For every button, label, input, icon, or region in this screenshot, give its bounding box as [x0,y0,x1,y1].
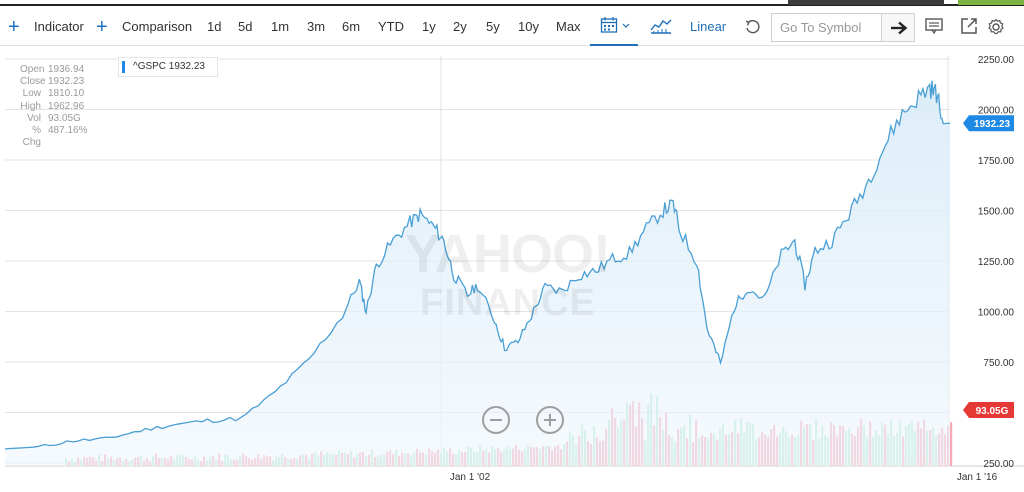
series-color-swatch [122,61,125,73]
external-link-icon [961,18,977,34]
arrow-right-icon [891,21,908,35]
tooltip-row: Low 1810.10 [20,88,87,100]
volume-badge-bg [963,402,1014,418]
tooltip-value: 93.05G [48,112,81,124]
date-range-underline [590,44,638,46]
minus-icon [490,419,502,421]
x-axis-tick-label: Jan 1 '16 [957,472,998,483]
y-axis-tick-label: 750.00 [983,358,1014,369]
y-axis-tick-label: 1750.00 [978,156,1015,167]
x-axis-tick-label: Jan 1 '02 [450,472,491,483]
comment-icon [925,18,943,35]
tooltip-key: High [20,100,41,112]
chart-area[interactable]: 2250.00 2000.00 1750.00 1500.00 1250.00 1000.… [0,46,1024,492]
calendar-icon [600,17,618,33]
price-line [4,80,951,450]
top-dark-button[interactable] [788,0,944,5]
chart-settings-menu-button[interactable] [924,16,946,38]
settings-button[interactable] [986,16,1008,38]
tooltip-key: Low [22,88,41,100]
indicator-button[interactable]: + Indicator [8,8,84,46]
zoom-out-button[interactable] [482,406,510,434]
symbol-search-button[interactable] [881,13,915,42]
series-legend-label: ^GSPC 1932.23 [133,61,205,72]
comparison-label: Comparison [122,19,193,34]
ohlc-tooltip: Open 1936.94 Close 1932.23 Low 1810.10 High 196… [20,64,87,149]
y-axis-tick-label: 2000.00 [978,106,1015,117]
range-5d-button[interactable]: 5d [238,19,253,34]
y-axis-tick-label: 1000.00 [978,308,1015,319]
top-strip [0,0,1024,6]
volume-badge-label: 93.05G [976,406,1009,417]
price-badge-label: 1932.23 [974,119,1011,130]
range-6m-button[interactable]: 6m [342,19,361,34]
tooltip-key: % Chg [22,125,41,149]
indicator-label: Indicator [34,19,84,34]
range-1m-button[interactable]: 1m [271,19,290,34]
tooltip-key: Close [20,76,46,88]
range-5y-button[interactable]: 5y [486,19,500,34]
reset-button[interactable] [742,8,764,46]
gear-icon [988,18,1004,35]
symbol-search-input[interactable]: Go To Symbol [771,13,881,42]
tooltip-key: Open [20,64,45,75]
tooltip-value: 1810.10 [48,88,85,100]
y-axis-tick-label: 1250.00 [978,257,1015,268]
range-ytd-button[interactable]: YTD [378,19,404,34]
chart-toolbar: + Indicator + Comparison 1d 5d 1m 3m 6m … [0,8,1024,46]
mountain-chart-icon [650,19,672,34]
series-legend[interactable]: ^GSPC 1932.23 [118,57,218,77]
y-axis-tick-label: 2250.00 [978,55,1015,66]
tooltip-key: Vol [27,112,41,124]
chart-type-button[interactable] [648,8,674,46]
plus-icon: + [8,16,20,38]
scale-linear-button[interactable]: Linear [690,19,727,34]
price-area-fill [5,80,950,466]
tooltip-row: % Chg 487.16% [20,125,88,149]
range-1y-button[interactable]: 1y [422,19,436,34]
fullscreen-button[interactable] [959,16,981,38]
price-badge-bg [963,115,1014,132]
zoom-in-button[interactable] [536,406,564,434]
tooltip-value: 487.16% [48,125,88,137]
range-3m-button[interactable]: 3m [307,19,326,34]
range-1d-button[interactable]: 1d [207,19,222,34]
y-axis-tick-label: 1500.00 [978,207,1015,218]
top-strip-line [0,4,1024,6]
undo-icon [745,20,760,34]
range-10y-button[interactable]: 10y [518,19,539,34]
tooltip-value: 1936.94 [48,64,85,75]
plus-icon-vertical [549,414,551,426]
volume-bar [950,422,953,466]
watermark-finance: FINANCE [420,282,596,324]
watermark-yahoo: YAHOO! [405,224,611,284]
price-chart[interactable]: 2250.00 2000.00 1750.00 1500.00 1250.00 1000.… [0,46,1024,492]
date-range-button[interactable] [592,8,636,46]
tooltip-row: Open 1936.94 [20,64,87,76]
range-max-button[interactable]: Max [556,19,581,34]
tooltip-value: 1932.23 [48,76,85,88]
tooltip-row: Close 1932.23 [20,76,87,88]
chevron-down-icon [622,23,630,28]
tooltip-row: High 1962.96 [20,101,87,113]
tooltip-row: Vol 93.05G [20,113,87,125]
comparison-button[interactable]: + Comparison [96,8,192,46]
top-green-button[interactable] [958,0,1024,5]
plus-icon: + [96,16,108,38]
y-axis-tick-label: 250.00 [983,459,1014,470]
range-2y-button[interactable]: 2y [453,19,467,34]
tooltip-value: 1962.96 [48,100,85,112]
